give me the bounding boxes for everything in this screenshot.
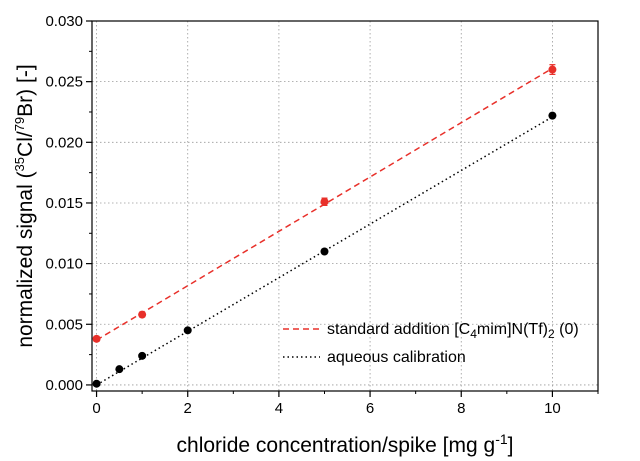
data-point-standard-addition bbox=[138, 310, 147, 319]
data-points bbox=[92, 64, 557, 388]
plot-frame bbox=[91, 20, 599, 392]
data-point-aqueous-calibration bbox=[320, 247, 329, 256]
y-tick-label: 0.010 bbox=[45, 256, 83, 273]
x-tick-label: 2 bbox=[184, 400, 192, 417]
data-point-aqueous-calibration bbox=[138, 351, 147, 360]
axes: 0 2 4 6 8 10 0.000 0.005 0.010 0.015 0.020 0.025 0.0… bbox=[45, 13, 599, 417]
data-point-standard-addition bbox=[548, 65, 557, 74]
y-tick-label: 0.015 bbox=[45, 195, 83, 212]
x-tick-label: 8 bbox=[457, 400, 465, 417]
data-point-aqueous-calibration bbox=[115, 365, 124, 374]
legend: standard addition [C4mim]N(Tf)2 (0) aque… bbox=[283, 321, 579, 366]
x-tick-label: 4 bbox=[275, 400, 283, 417]
y-tick-label: 0.005 bbox=[45, 316, 83, 333]
y-axis-title: normalized signal (35Cl/79Br) [-] bbox=[12, 64, 37, 347]
legend-label-aqueous-calibration: aqueous calibration bbox=[327, 349, 466, 366]
data-point-aqueous-calibration bbox=[183, 326, 192, 335]
y-tick-label: 0.020 bbox=[45, 134, 83, 151]
x-tick-label: 10 bbox=[544, 400, 561, 417]
data-point-aqueous-calibration bbox=[548, 111, 557, 120]
y-tick-label: 0.000 bbox=[45, 377, 83, 394]
x-tick-label: 0 bbox=[92, 400, 100, 417]
y-tick-label: 0.025 bbox=[45, 74, 83, 91]
data-point-standard-addition bbox=[92, 334, 101, 343]
x-axis-title: chloride concentration/spike [mg g-1] bbox=[177, 431, 514, 457]
data-point-standard-addition bbox=[320, 197, 329, 206]
legend-label-standard-addition: standard addition [C4mim]N(Tf)2 (0) bbox=[327, 321, 579, 341]
x-tick-label: 6 bbox=[366, 400, 374, 417]
data-point-aqueous-calibration bbox=[92, 379, 101, 388]
y-tick-label: 0.030 bbox=[45, 13, 83, 30]
